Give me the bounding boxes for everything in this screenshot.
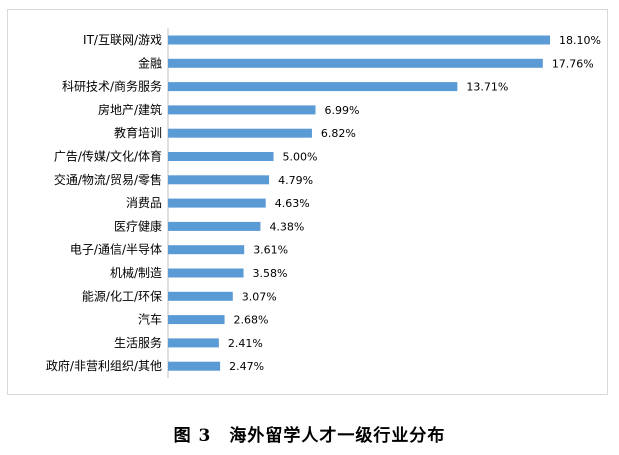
category-label: 科研技术/商务服务 [62, 79, 162, 94]
category-label: 交通/物流/贸易/零售 [54, 172, 162, 187]
value-label: 4.79% [278, 174, 313, 187]
category-label: 医疗健康 [114, 218, 162, 233]
category-label: 教育培训 [114, 125, 162, 140]
category-label: 生活服务 [114, 335, 162, 350]
bar [168, 175, 270, 185]
category-labels: IT/互联网/游戏金融科研技术/商务服务房地产/建筑教育培训广告/传媒/文化/体… [46, 33, 162, 373]
category-label: 汽车 [138, 312, 162, 327]
value-label: 2.68% [234, 314, 269, 327]
bar [168, 245, 245, 255]
bar [168, 198, 266, 208]
value-label: 13.71% [466, 81, 508, 94]
value-label: 4.63% [275, 197, 310, 210]
bar [168, 315, 225, 325]
value-label: 6.82% [321, 127, 356, 140]
bar [168, 361, 221, 371]
value-label: 5.00% [283, 151, 318, 164]
value-label: 17.76% [552, 57, 594, 70]
value-label: 18.10% [559, 34, 601, 47]
category-label: 机械/制造 [110, 265, 162, 280]
value-label: 4.38% [269, 220, 304, 233]
category-label: IT/互联网/游戏 [83, 33, 162, 47]
value-label: 2.47% [229, 360, 264, 373]
chart-frame: IT/互联网/游戏金融科研技术/商务服务房地产/建筑教育培训广告/传媒/文化/体… [7, 9, 608, 395]
value-label: 3.61% [253, 244, 288, 257]
category-label: 能源/化工/环保 [82, 289, 162, 303]
bar [168, 58, 543, 68]
category-label: 广告/传媒/文化/体育 [54, 149, 162, 164]
bar [168, 35, 550, 45]
bar [168, 268, 244, 278]
value-label: 2.41% [228, 337, 263, 350]
bars [168, 35, 550, 371]
bar-chart: IT/互联网/游戏金融科研技术/商务服务房地产/建筑教育培训广告/传媒/文化/体… [46, 28, 601, 378]
value-label: 6.99% [325, 104, 360, 117]
category-label: 政府/非营利组织/其他 [46, 358, 162, 373]
bar [168, 152, 274, 161]
bar [168, 105, 316, 115]
category-label: 房地产/建筑 [98, 102, 162, 117]
figure-caption: 图 3 海外留学人才一级行业分布 [173, 426, 446, 446]
value-label: 3.58% [253, 267, 288, 280]
bar [168, 128, 312, 138]
bar [168, 221, 261, 231]
category-label: 电子/通信/半导体 [70, 243, 162, 257]
value-labels: 18.10% 17.76% 13.71% 6.99% 6.82%5.00% 4.79% 4.… [228, 34, 601, 373]
bar [168, 338, 219, 348]
category-label: 金融 [138, 55, 162, 70]
bar [168, 82, 458, 92]
value-label: 3.07% [242, 290, 277, 303]
category-label: 消费品 [126, 196, 162, 210]
bar [168, 291, 233, 301]
